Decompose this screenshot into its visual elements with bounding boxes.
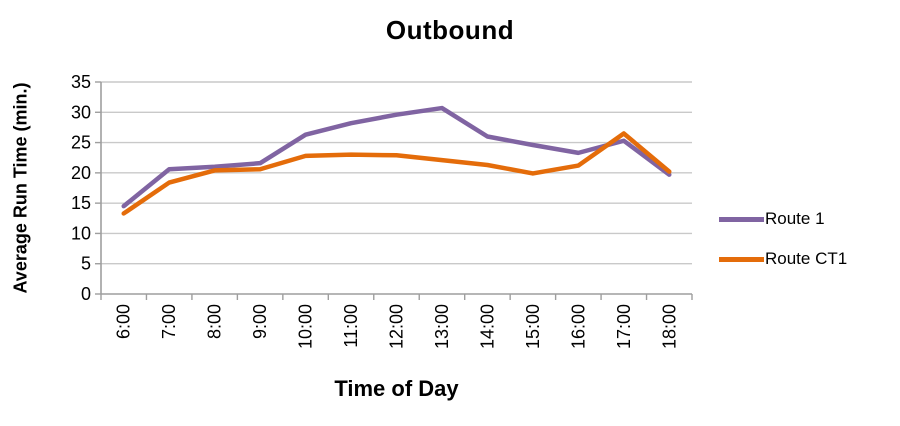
- y-tick-label: 15: [71, 193, 91, 213]
- y-tick-label: 0: [81, 284, 91, 304]
- series-line-route-ct1: [121, 131, 672, 216]
- legend-item-route-1: Route 1: [719, 208, 847, 230]
- legend: Route 1 Route CT1: [719, 208, 847, 288]
- legend-swatch-route-ct1-icon: [719, 256, 764, 262]
- x-tick-label: 15:00: [523, 304, 543, 349]
- chart-title: Outbound: [385, 15, 515, 45]
- x-tick-label: 12:00: [387, 304, 407, 349]
- legend-item-route-ct1: Route CT1: [719, 248, 847, 270]
- y-tick-label: 20: [71, 163, 91, 183]
- x-tick-label: 18:00: [659, 304, 679, 349]
- y-tick-label: 25: [71, 133, 91, 153]
- x-tick-label: 8:00: [205, 304, 225, 339]
- series-line-route-1: [121, 105, 672, 209]
- y-axis-title: Average Run Time (min.): [10, 82, 31, 294]
- x-tick-label: 13:00: [432, 304, 452, 349]
- y-tick-label: 35: [71, 72, 91, 92]
- legend-label-route-1: Route 1: [765, 209, 825, 228]
- x-tick-label: 16:00: [568, 304, 588, 349]
- x-tick-label: 17:00: [614, 304, 634, 349]
- x-tick-label: 7:00: [159, 304, 179, 339]
- y-tick-label: 10: [71, 223, 91, 243]
- x-tick-label: 10:00: [296, 304, 316, 349]
- x-tick-label: 6:00: [114, 304, 134, 339]
- y-tick-label: 30: [71, 102, 91, 122]
- legend-label-route-ct1: Route CT1: [765, 249, 848, 268]
- x-tick-label: 9:00: [250, 304, 270, 339]
- x-axis-title: Time of Day: [334, 376, 459, 401]
- legend-swatch-route-1-icon: [719, 216, 764, 222]
- x-tick-label: 14:00: [477, 304, 497, 349]
- x-tick-label: 11:00: [341, 304, 361, 348]
- y-tick-label: 5: [81, 254, 91, 274]
